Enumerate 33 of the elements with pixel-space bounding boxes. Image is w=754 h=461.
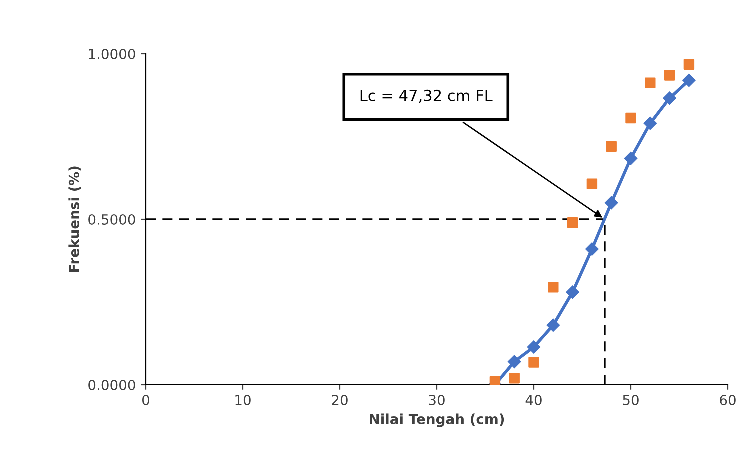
- point: [566, 286, 580, 299]
- x-tick-label: 10: [236, 394, 251, 406]
- x-tick-label: 60: [720, 394, 736, 406]
- point: [684, 59, 695, 70]
- point: [508, 355, 522, 368]
- point: [624, 152, 638, 166]
- y-tick-label: 0.0000: [88, 380, 136, 390]
- point: [546, 318, 560, 332]
- point: [682, 74, 696, 88]
- point: [527, 340, 541, 354]
- x-tick-label: 50: [623, 394, 639, 406]
- point: [567, 217, 578, 228]
- y-tick-label: 0.5000: [88, 214, 136, 225]
- annotation: Lc = 47,32 cm FL: [360, 90, 493, 104]
- point: [606, 141, 617, 152]
- point: [645, 78, 656, 88]
- x-axis-title: Nilai Tengah (cm): [370, 414, 504, 428]
- point: [644, 116, 657, 130]
- point: [586, 242, 599, 256]
- point: [664, 70, 676, 81]
- x-tick-label: 40: [526, 394, 542, 406]
- point: [509, 373, 520, 384]
- point: [548, 282, 559, 293]
- x-tick-label: 0: [142, 394, 150, 406]
- point: [605, 196, 618, 210]
- x-tick-label: 30: [429, 394, 445, 406]
- y-tick-label: 1.0000: [89, 48, 136, 60]
- y-axis-title: Frekuensi (%): [68, 166, 82, 272]
- x-tick-label: 20: [332, 394, 348, 406]
- point: [586, 178, 598, 190]
- point: [528, 357, 540, 368]
- point: [663, 92, 676, 105]
- point: [626, 112, 636, 124]
